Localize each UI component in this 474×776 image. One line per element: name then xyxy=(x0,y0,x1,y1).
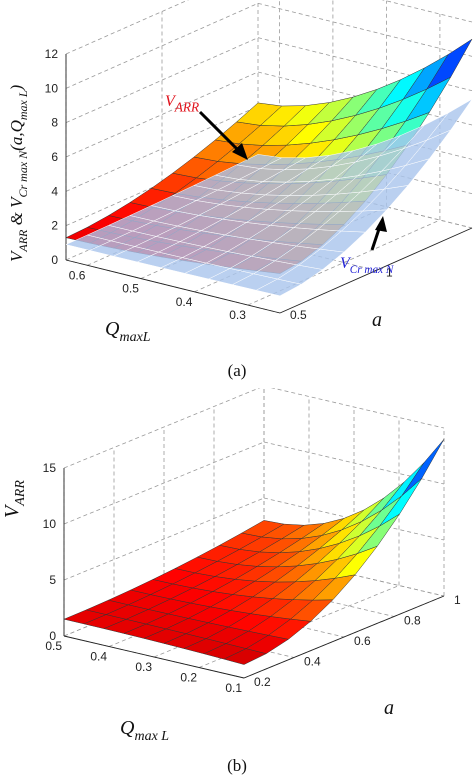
caption-a: (a) xyxy=(228,361,247,380)
annotation-vcr-main: V xyxy=(340,255,352,272)
x-axis-label-sub: max L xyxy=(134,729,169,744)
y-axis-line xyxy=(279,227,473,314)
x-tick-label: 0.5 xyxy=(45,639,62,653)
x-tick-label: 0.3 xyxy=(135,660,152,674)
x-axis-line xyxy=(63,635,245,679)
z-tick-label: 8 xyxy=(51,116,58,130)
surface-chart-b: 0 5 10 15 0.5 0.4 0.3 0.2 0.1 0.2 0.4 0.6 0.8 1 VARR Qm… xyxy=(1,388,461,775)
z-axis-label-part: ARR xyxy=(16,229,30,253)
z-tick-label: 4 xyxy=(51,184,58,198)
y-tick-label: 0.4 xyxy=(304,655,321,669)
z-tick-label: 10 xyxy=(45,81,59,95)
z-tick-label: 5 xyxy=(49,573,56,587)
x-tick-label: 0.1 xyxy=(225,681,242,695)
z-axis-label: VARR & VCr max N(a,Qmax L) xyxy=(7,84,30,262)
y-tick-label: 0.6 xyxy=(354,634,371,648)
surface-1 xyxy=(63,439,445,665)
x-tick-label: 0.4 xyxy=(176,295,193,309)
y-tick-label: 1 xyxy=(386,266,393,280)
z-axis-label-part: Cr max N xyxy=(16,150,30,198)
annotation-varr: VARR xyxy=(165,93,199,115)
annotation-vcr-sub: Cr max N xyxy=(350,264,394,276)
z-tick-label: 12 xyxy=(45,47,59,61)
surface-patch xyxy=(401,439,445,496)
annotation-varr-sub: ARR xyxy=(174,100,199,115)
x-tick-label: 0.2 xyxy=(180,671,197,685)
arrowhead-varr xyxy=(232,143,248,160)
z-tick-label: 0 xyxy=(51,253,58,267)
arrow-varr xyxy=(198,110,242,154)
arrowhead-vcr xyxy=(375,216,387,232)
grid-line-left-z xyxy=(63,388,261,469)
y-tick-label: 1 xyxy=(454,593,461,607)
x-tick-label: 0.5 xyxy=(122,282,139,296)
y-tick-label: 0.2 xyxy=(254,675,271,689)
grid-line-back-z xyxy=(257,2,473,57)
annotation-vcr: VCr max N xyxy=(340,255,394,276)
surface-patch xyxy=(426,38,473,90)
z-axis-label-part: max L xyxy=(16,90,30,120)
z-axis-label-part: & V xyxy=(7,195,26,230)
z-axis-label-main: V xyxy=(1,503,23,518)
x-tick-label: 0.6 xyxy=(69,268,86,282)
z-axis-label: VARR xyxy=(1,480,28,518)
z-tick-label: 0 xyxy=(49,629,56,643)
x-axis-label-main: Q xyxy=(105,318,120,340)
surface-2 xyxy=(65,99,473,297)
x-axis-label-main: Q xyxy=(120,717,135,739)
grid-line-back-z xyxy=(257,71,473,126)
z-axis-label-part: V xyxy=(7,249,26,262)
caption-b: (b) xyxy=(227,756,247,775)
z-tick-label: 10 xyxy=(43,517,57,531)
x-axis-label-sub: maxL xyxy=(119,330,150,345)
z-axis-label-sub: ARR xyxy=(13,480,28,507)
grid-line-back-z xyxy=(381,0,473,23)
y-tick-label: 0.8 xyxy=(404,614,421,628)
annotation-varr-main: V xyxy=(165,93,177,110)
z-tick-label: 6 xyxy=(51,150,58,164)
x-tick-label: 0.4 xyxy=(90,650,107,664)
x-tick-label: 0.3 xyxy=(229,308,246,322)
y-axis-label: a xyxy=(372,309,382,331)
y-tick-label: 0.5 xyxy=(290,308,307,322)
x-axis-line xyxy=(65,259,281,314)
surface-patch xyxy=(426,99,473,141)
x-axis-label: QmaxL xyxy=(105,318,151,345)
z-axis-label-part: (a,Q xyxy=(7,120,26,151)
y-axis-label: a xyxy=(384,697,394,719)
z-tick-label: 15 xyxy=(43,461,57,475)
chart-panel-b: 0 5 10 15 0.5 0.4 0.3 0.2 0.1 0.2 0.4 0.6 0.8 1 VARR Qm… xyxy=(0,388,474,776)
x-axis-label: Qmax L xyxy=(120,717,169,744)
z-axis-label-part: ) xyxy=(7,84,26,91)
z-tick-label: 2 xyxy=(51,219,58,233)
grid-line-back-z xyxy=(270,388,445,429)
y-axis-line xyxy=(243,595,445,679)
